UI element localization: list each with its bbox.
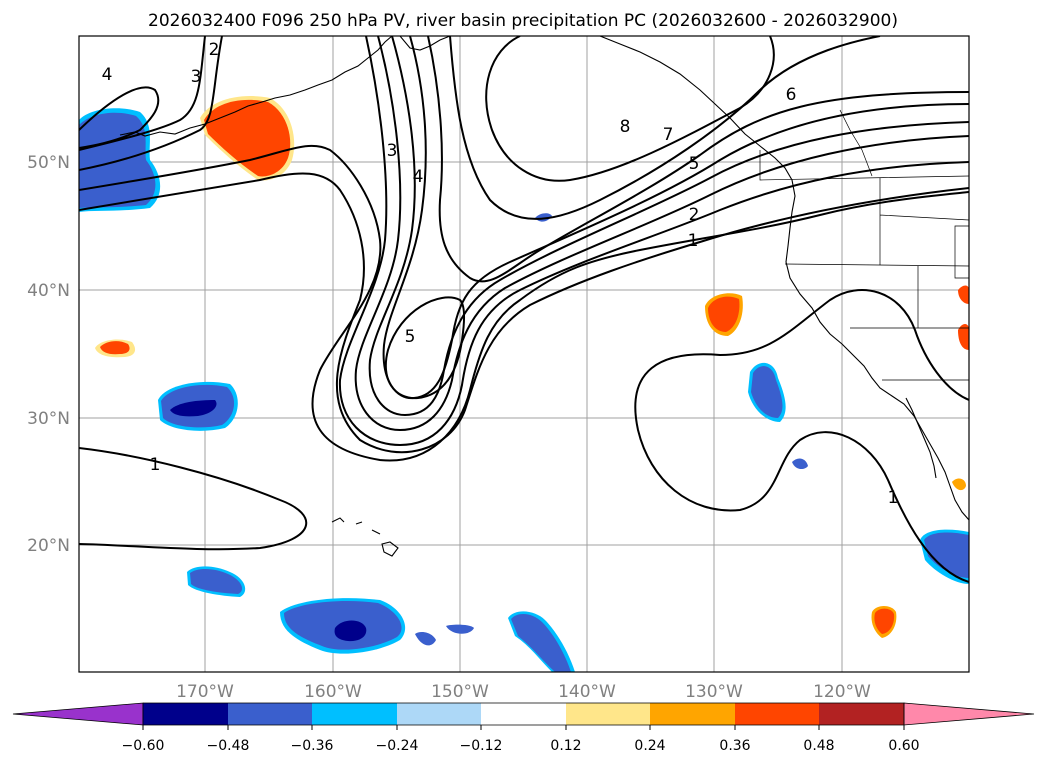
precip-area-negative [924, 532, 969, 578]
coastlines [119, 36, 969, 557]
coastline-north-america [599, 36, 969, 521]
contour-8-closed [485, 36, 775, 182]
lon-tick-label: 130°W [685, 682, 743, 702]
colorbar-tick-label: 0.12 [550, 738, 581, 754]
colorbar-segment [481, 703, 566, 725]
coastline-hawaii [331, 517, 399, 557]
colorbar-extend-min [12, 702, 144, 726]
borders [759, 109, 969, 381]
border-lake [954, 225, 969, 279]
precip-area-positive [952, 478, 966, 491]
lat-tick-label: 40°N [27, 281, 70, 301]
colorbar-extend-max [903, 702, 1035, 726]
colorbar-tick-label: −0.60 [122, 738, 165, 754]
colorbar-segment [312, 703, 397, 725]
precip-area-positive [958, 285, 969, 304]
lat-tick-label: 30°N [27, 409, 70, 429]
colorbar-segment [397, 703, 481, 725]
colorbar-tick-labels: −0.60 −0.48 −0.36 −0.24 −0.12 0.12 0.24 … [122, 738, 920, 754]
contour-label: 2 [689, 205, 700, 225]
precip-area-negative [751, 366, 783, 418]
precip-area-positive [708, 296, 740, 332]
contour-label: 4 [102, 65, 113, 85]
contour-label: 6 [786, 85, 797, 105]
contour-label: 1 [688, 231, 699, 251]
contour-8-main [449, 36, 881, 220]
contour-2-nw [79, 36, 223, 171]
precip-area-positive [958, 324, 969, 350]
border-alaska-canada [839, 109, 873, 177]
contour-4-main [354, 36, 969, 432]
lon-tick-label: 120°W [813, 682, 871, 702]
figure-title: 2026032400 F096 250 hPa PV, river basin … [148, 11, 898, 31]
colorbar-segment [566, 703, 650, 725]
contour-label: 5 [689, 154, 700, 174]
contour-3-nw [79, 36, 206, 151]
lat-tick-label: 50°N [27, 153, 70, 173]
lon-tick-label: 160°W [304, 682, 362, 702]
colorbar-segment [228, 703, 312, 725]
contour-5-main [368, 36, 969, 417]
precip-area-negative [415, 632, 436, 646]
precip-area-negative [446, 624, 474, 634]
border-canada-us [759, 150, 969, 181]
precip-area-positive [204, 99, 291, 177]
colorbar-tick-label: 0.60 [888, 738, 919, 754]
precip-area-positive [874, 608, 895, 634]
contour-label: 3 [191, 67, 202, 87]
contour-3-main [338, 36, 969, 447]
colorbar-tick-label: 0.48 [803, 738, 834, 754]
contour-label: 8 [620, 117, 631, 137]
map-frame [78, 35, 970, 673]
colorbar-tick-label: −0.48 [207, 738, 250, 754]
colorbar-segment [735, 703, 819, 725]
coastline-aleutians [119, 36, 393, 137]
coastline-alaska [399, 36, 451, 51]
contour-1-east [634, 289, 969, 583]
precip-area-negative [792, 458, 808, 470]
contour-label: 1 [150, 455, 161, 475]
lon-tick-label: 140°W [558, 682, 616, 702]
contour-5-closed [384, 296, 466, 400]
contour-label: 5 [405, 327, 416, 347]
contour-1-west [79, 447, 308, 551]
lon-tick-label: 150°W [431, 682, 489, 702]
border-states [784, 178, 969, 381]
precip-area-positive [100, 341, 130, 355]
colorbar-tick-label: 0.24 [634, 738, 665, 754]
precip-area-negative [190, 568, 243, 594]
colorbar-tick-label: −0.36 [291, 738, 334, 754]
colorbar-tick-label: 0.36 [719, 738, 750, 754]
contour-label: 7 [663, 125, 674, 145]
coastline-baja [905, 397, 937, 479]
lon-tick-label: 170°W [176, 682, 234, 702]
colorbar-ticks [142, 725, 905, 730]
colorbar: −0.60 −0.48 −0.36 −0.24 −0.12 0.12 0.24 … [12, 702, 1035, 754]
map-panel: 1 1 1 2 2 3 3 4 4 5 5 6 7 8 [78, 35, 970, 673]
contour-label: 1 [888, 488, 899, 508]
colorbar-tick-label: −0.12 [460, 738, 503, 754]
colorbar-segment [143, 703, 228, 725]
contour-label: 4 [413, 167, 424, 187]
lat-tick-labels: 50°N 40°N 30°N 20°N [27, 153, 70, 556]
pv-contours [79, 36, 969, 583]
contour-6-main [382, 36, 969, 400]
precip-area-strong-negative [334, 620, 367, 642]
lon-tick-labels: 170°W 160°W 150°W 140°W 130°W 120°W [176, 682, 871, 702]
precip-area-strong-negative [170, 400, 217, 417]
contour-labels: 1 1 1 2 2 3 3 4 4 5 5 6 7 8 [102, 40, 899, 508]
colorbar-segment [819, 703, 904, 725]
colorbar-segment [650, 703, 735, 725]
contour-label: 2 [209, 40, 220, 60]
contour-2-main [79, 172, 969, 454]
contour-label: 3 [387, 141, 398, 161]
contour-7-main [427, 36, 969, 283]
colorbar-tick-label: −0.24 [376, 738, 419, 754]
precip-area-negative [511, 613, 571, 672]
lat-tick-label: 20°N [27, 536, 70, 556]
